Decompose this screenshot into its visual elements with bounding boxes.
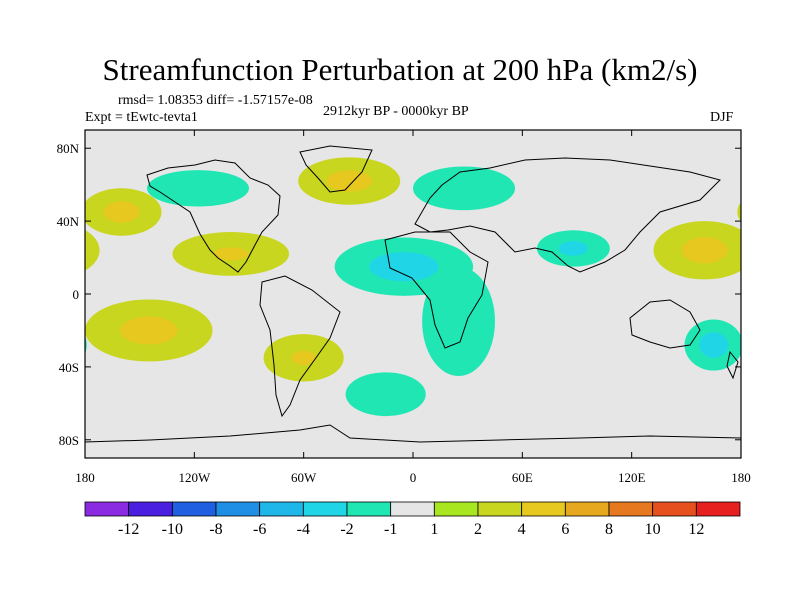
colorbar-swatch — [302, 501, 348, 517]
experiment-label: Expt = tEwtc-tevta1 — [85, 110, 198, 125]
colorbar-swatch — [346, 501, 392, 517]
coastline-africa — [384, 231, 489, 349]
lat-tick-label: 80S — [59, 433, 79, 448]
contour-core-nw-pacific-high — [26, 237, 72, 263]
colorbar-label: -2 — [340, 521, 353, 538]
contour-core-n-pacific-high — [103, 201, 140, 223]
lat-tick-label: 80N — [57, 141, 80, 156]
lon-tick-label: 0 — [410, 470, 417, 485]
contour-core-atlantic-africa-low — [369, 252, 439, 282]
stats-text: rmsd= 1.08353 diff= -1.57157e-08 — [118, 93, 313, 108]
colorbar-label: 10 — [645, 521, 661, 538]
period-label: 2912kyr BP - 0000kyr BP — [323, 104, 469, 119]
contour-nw-pacific-high — [85, 229, 100, 271]
coastline-antarctica — [85, 424, 741, 443]
lat-tick-label: 0 — [73, 287, 80, 302]
contour-field — [26, 157, 800, 417]
lon-tick-label: 120E — [618, 470, 646, 485]
colorbar-label: 6 — [561, 521, 569, 538]
colorbar-label: -6 — [253, 521, 266, 538]
contour-s-pacific-high — [741, 299, 800, 361]
colorbar-swatch — [608, 501, 654, 517]
colorbar-label: -12 — [118, 521, 139, 538]
colorbar-label: -8 — [209, 521, 222, 538]
colorbar-swatch — [695, 501, 741, 517]
lon-tick-label: 180 — [75, 470, 95, 485]
colorbar-label: 12 — [688, 521, 704, 538]
lat-tick-label: 40S — [59, 360, 79, 375]
contour-n-europe-low — [413, 166, 516, 211]
contour-core-nw-pacific-high — [681, 237, 728, 264]
colorbar-label: 4 — [518, 521, 526, 538]
coastline-australia — [629, 299, 701, 349]
contour-core-australia-low — [43, 332, 72, 358]
coastlines — [85, 145, 741, 443]
lon-tick-label: 60W — [291, 470, 317, 485]
coastline-south-america — [259, 275, 341, 418]
colorbar-swatch — [477, 501, 523, 517]
contour-n-pacific-high — [737, 202, 741, 222]
contour-core-mexico-high — [213, 247, 249, 261]
contour-core-n-pacific-high — [759, 201, 795, 222]
lon-tick-label: 180 — [731, 470, 751, 485]
colorbar-swatch — [84, 501, 130, 517]
coastline-eurasia — [414, 157, 721, 273]
colorbar-swatch — [171, 501, 217, 517]
colorbar-label: -10 — [162, 521, 183, 538]
map-title: Streamfunction Perturbation at 200 hPa (… — [102, 52, 698, 87]
contour-indian-ocean-low — [422, 266, 495, 377]
contour-core-s-pacific-high — [776, 317, 800, 345]
lon-tick-label: 60E — [512, 470, 533, 485]
contour-core-s-america-high — [291, 350, 316, 365]
coastline-new-zealand — [726, 350, 739, 380]
colorbar-label: 1 — [430, 521, 438, 538]
colorbar-swatch — [564, 501, 610, 517]
colorbar-swatch — [433, 501, 479, 517]
lon-tick-label: 120W — [178, 470, 211, 485]
colorbar-swatch — [652, 501, 697, 517]
colorbar-label: -4 — [297, 521, 310, 538]
contour-core-s-pacific-high — [120, 316, 178, 345]
contour-core-asia-low — [558, 241, 588, 256]
colorbar: -12 -10 -8 -6 -4 -2 -1 1 2 4 6 8 10 12 — [84, 501, 741, 538]
contour-core-greenland-high — [326, 170, 373, 192]
colorbar-swatch — [259, 501, 304, 517]
lat-tick-label: 40N — [57, 214, 80, 229]
colorbar-swatch — [128, 501, 173, 517]
contour-s-atlantic-low — [345, 372, 426, 417]
colorbar-swatch — [390, 501, 435, 517]
contour-core-australia-low — [699, 332, 729, 358]
colorbar-label: -1 — [384, 521, 397, 538]
colorbar-label: 2 — [474, 521, 482, 538]
contour-n-america-band — [146, 170, 249, 207]
coastline-north-america — [146, 159, 281, 273]
colorbar-swatch — [521, 501, 566, 517]
coastline-greenland — [299, 145, 373, 193]
colorbar-swatch — [215, 501, 261, 517]
season-label: DJF — [710, 110, 734, 125]
axis-ticks: 80N 40N 0 40S 80S 180 120W 60W 0 60E 120E 180 — [57, 130, 751, 485]
colorbar-label: 8 — [605, 521, 613, 538]
